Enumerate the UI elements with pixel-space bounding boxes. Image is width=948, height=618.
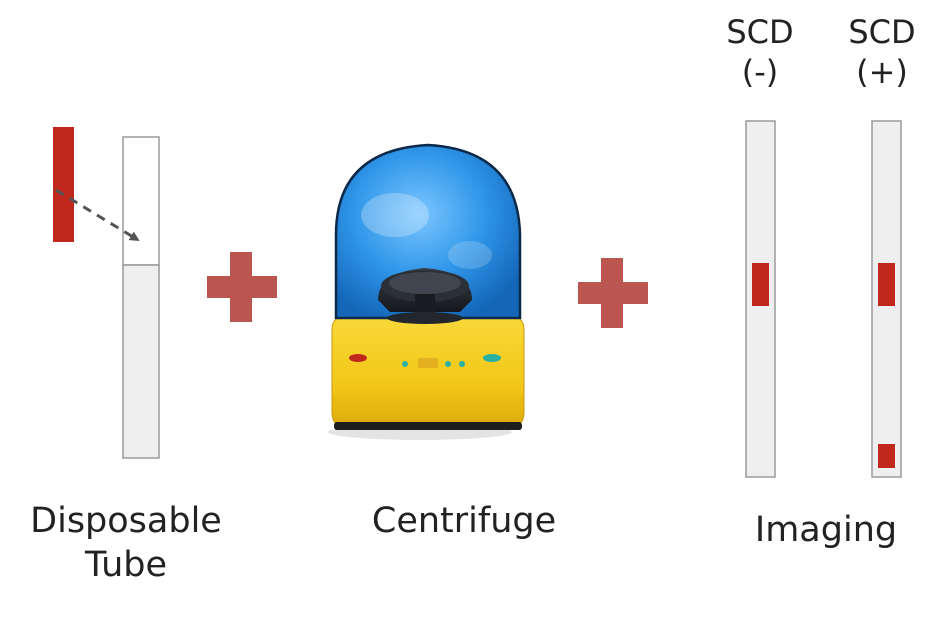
disposable-tube (122, 136, 160, 459)
scd-positive-label: SCD (+) (832, 12, 932, 92)
scd-negative-label: SCD (-) (710, 12, 810, 92)
blood-sample-strip (53, 127, 74, 242)
centrifuge-label: Centrifuge (371, 501, 557, 541)
scd-negative-tube (745, 120, 776, 478)
scd-positive-tube (871, 120, 902, 478)
scd-positive-line2: (+) (856, 53, 908, 91)
plus-sign-2 (578, 258, 648, 328)
transfer-arrow (55, 188, 140, 242)
scd-negative-line1: SCD (726, 13, 794, 51)
imaging-label: Imaging (754, 510, 898, 550)
scd-positive-band-lower (878, 444, 895, 468)
plus-sign-1 (207, 252, 277, 322)
disposable-tube-label-line2: Tube (85, 545, 167, 585)
scd-positive-band-upper (878, 263, 895, 306)
scd-negative-line2: (-) (741, 53, 779, 91)
scd-negative-band (752, 263, 769, 306)
scd-positive-line1: SCD (848, 13, 916, 51)
disposable-tube-label: Disposable Tube (10, 499, 242, 587)
disposable-tube-label-line1: Disposable (30, 501, 222, 541)
centrifuge-image (328, 143, 525, 440)
